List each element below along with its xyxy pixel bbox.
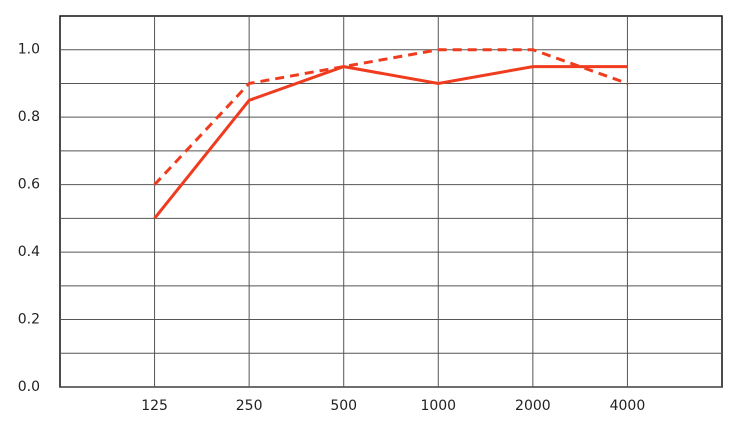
x-tick-label: 1000: [420, 398, 456, 414]
x-tick-label: 4000: [610, 398, 646, 414]
y-tick-label: 0.8: [18, 109, 40, 125]
y-tick-label: 0.4: [18, 244, 40, 260]
x-tick-label: 2000: [515, 398, 551, 414]
x-tick-label: 500: [330, 398, 357, 414]
y-tick-label: 0.0: [18, 379, 40, 395]
x-tick-label: 250: [236, 398, 263, 414]
series-line: [153, 65, 628, 220]
plot-frame: [59, 15, 723, 388]
y-tick-label: 0.2: [18, 312, 40, 328]
y-tick-label: 0.6: [18, 177, 40, 193]
series-line: [153, 48, 628, 186]
x-tick-label: 125: [141, 398, 168, 414]
y-tick-label: 1.0: [18, 42, 40, 58]
